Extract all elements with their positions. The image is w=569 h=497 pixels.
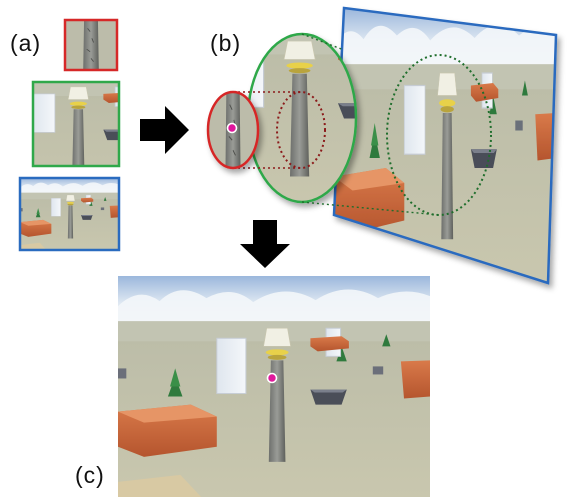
right-arrow-icon — [140, 106, 189, 154]
crop-red-small — [63, 18, 119, 72]
focus-dot-icon — [226, 122, 238, 134]
green-dotted-ellipse — [386, 54, 492, 216]
perspective-plane-blue — [332, 6, 558, 285]
panel-a — [18, 18, 121, 252]
label-a: (a) — [10, 30, 42, 56]
label-c: (c) — [75, 462, 105, 488]
down-arrow-icon — [240, 220, 290, 268]
focus-dot-icon — [266, 372, 278, 384]
label-b: (b) — [210, 30, 242, 56]
ellipse-view-red — [206, 90, 260, 170]
crop-blue-full — [18, 176, 121, 252]
dotted-connectors — [233, 33, 440, 216]
panel-c — [118, 276, 430, 497]
panel-b — [206, 6, 558, 285]
red-dotted-ellipse — [276, 91, 326, 169]
crop-green-medium — [31, 80, 121, 168]
